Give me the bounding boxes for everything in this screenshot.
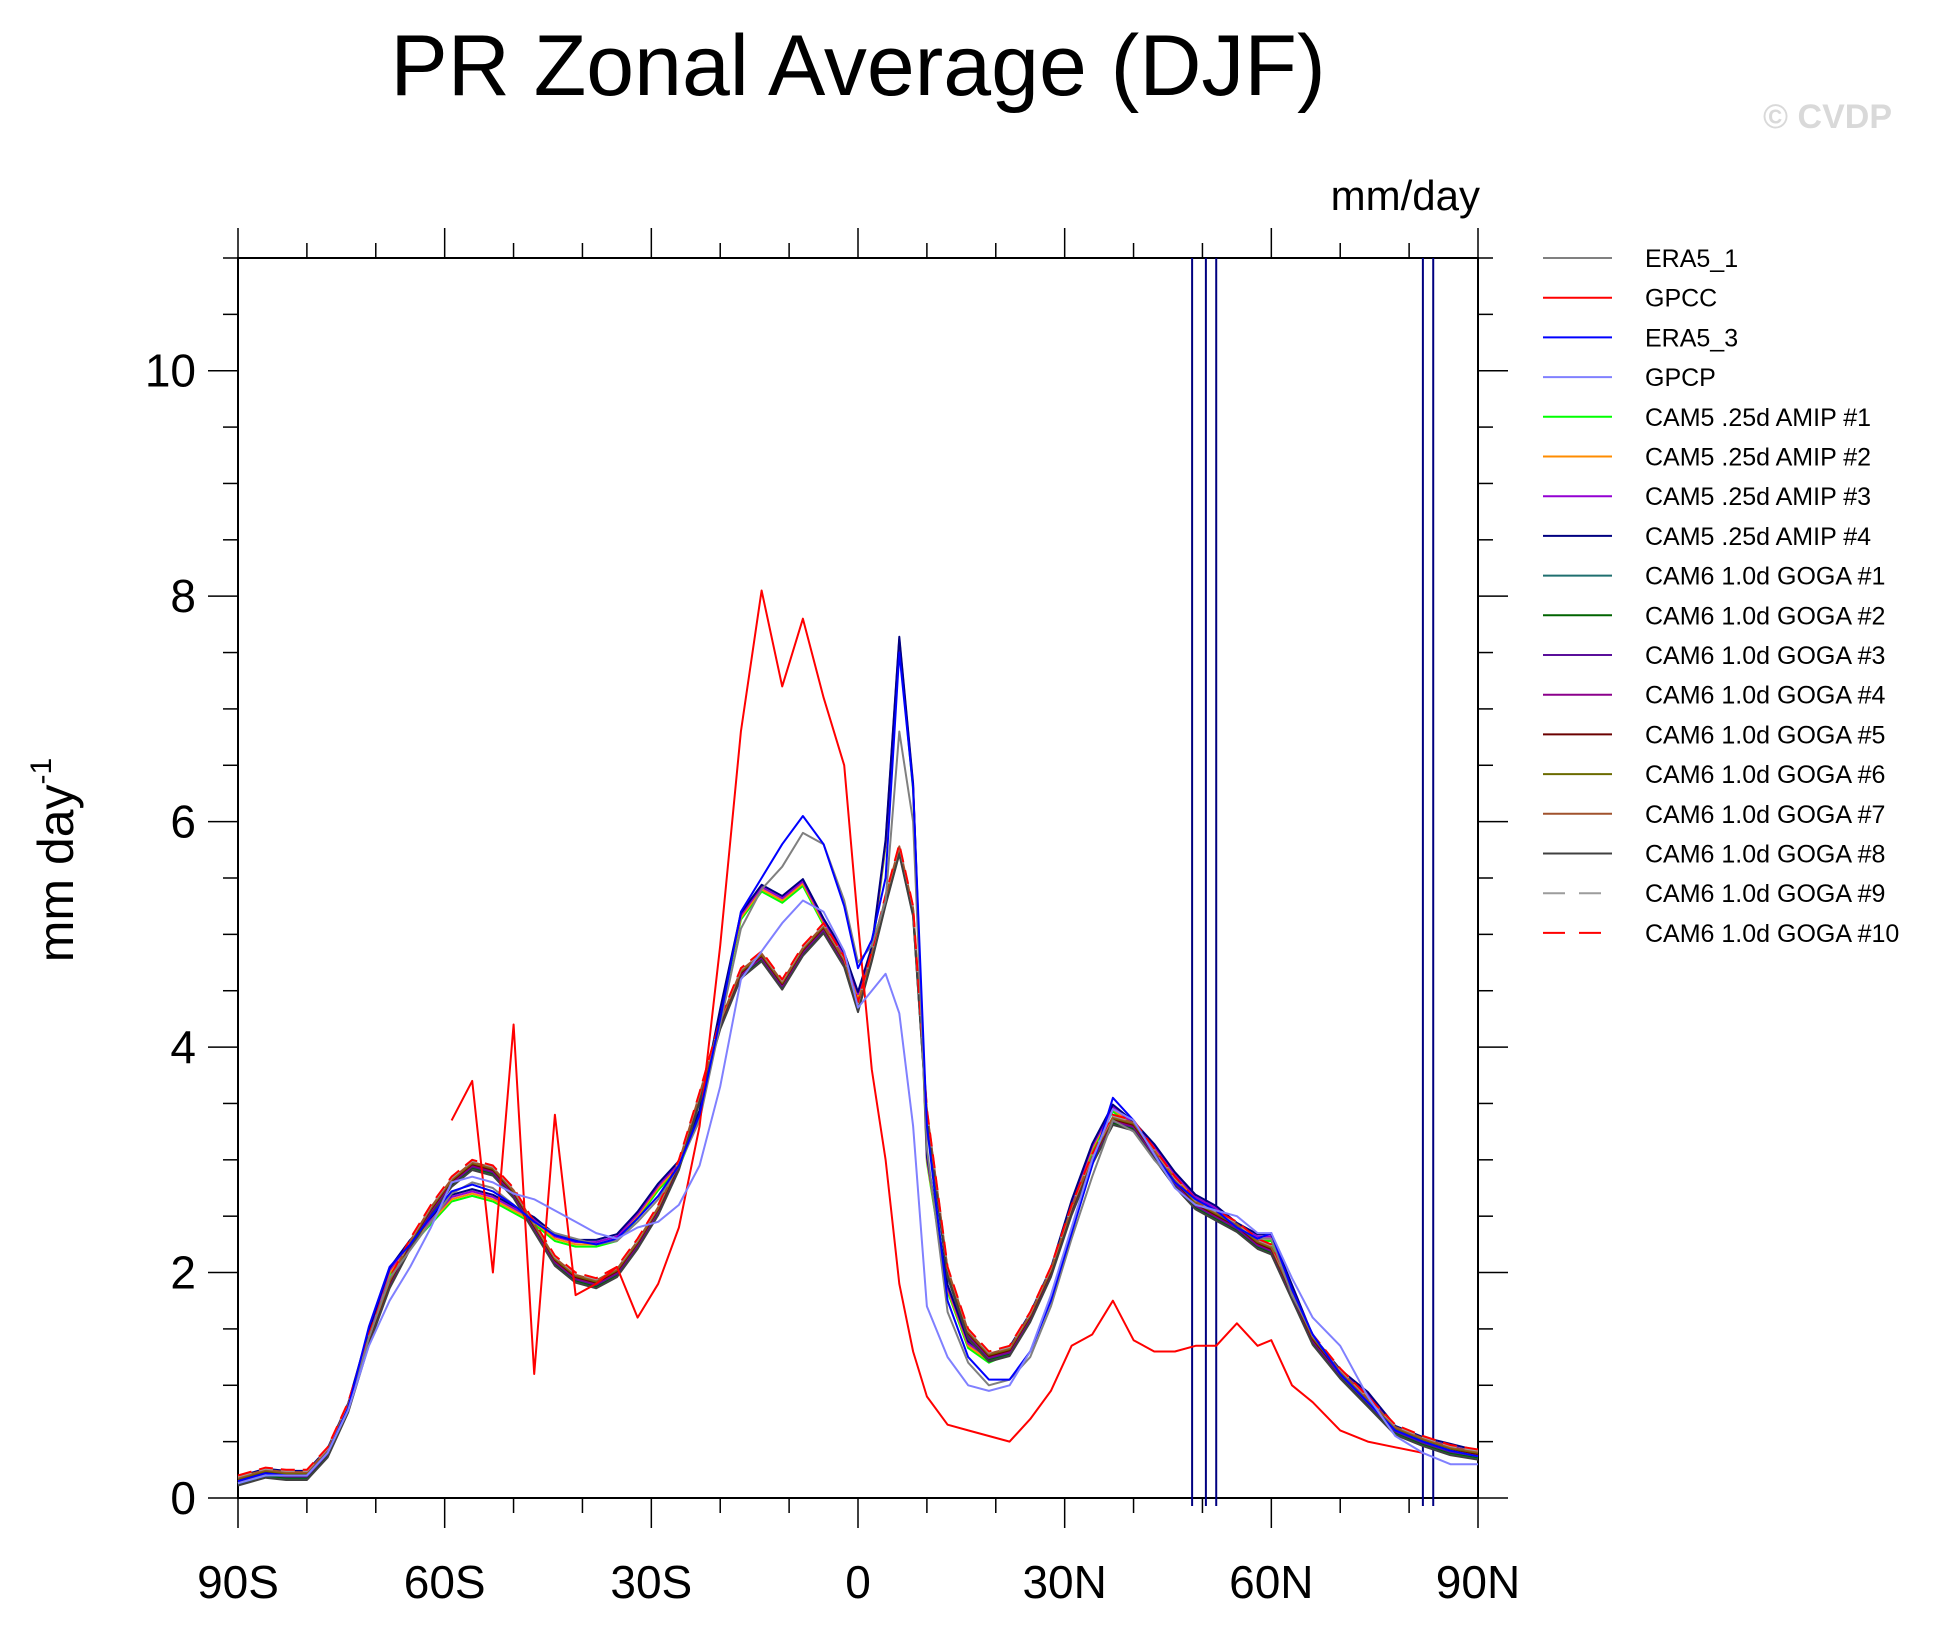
plot-area: 0 2 4 6 8 10 90S 60S 30S 0 30N 60N 90N — [145, 228, 1520, 1608]
series-line-gpcc — [450, 589, 1424, 1454]
series-line-cam6-1-0d-goga-2 — [237, 851, 1479, 1485]
series-line-cam5-25d-amip-4 — [237, 635, 1479, 1478]
legend-entry-label: CAM6 1.0d GOGA #3 — [1645, 642, 1885, 670]
legend-entry-label: ERA5_1 — [1645, 245, 1738, 273]
series-line-era5-3 — [237, 651, 1479, 1483]
plot-frame — [237, 257, 1479, 1499]
units-label: mm/day — [1331, 172, 1480, 219]
x-tick-label: 0 — [845, 1556, 871, 1608]
series-line-cam5-25d-amip-1 — [237, 642, 1479, 1485]
legend-entry-label: GPCP — [1645, 364, 1716, 392]
series-line-era5-1 — [237, 730, 1479, 1485]
x-tick-label: 60S — [404, 1556, 486, 1608]
y-axis-label-text: mm day — [28, 784, 84, 962]
y-tick-label: 2 — [170, 1247, 196, 1299]
x-tick-label: 30S — [610, 1556, 692, 1608]
legend-entry-label: CAM6 1.0d GOGA #6 — [1645, 761, 1885, 789]
chart-title: PR Zonal Average (DJF) — [390, 18, 1325, 114]
legend-entry-label: CAM6 1.0d GOGA #10 — [1645, 920, 1899, 948]
legend: ERA5_1 GPCC ERA5_3 GPCP CAM5 .25d AMIP #1 CAM… — [1543, 245, 1899, 948]
y-tick-label: 4 — [170, 1021, 196, 1073]
legend-entry-label: CAM5 .25d AMIP #1 — [1645, 404, 1871, 432]
y-tick-label: 0 — [170, 1472, 196, 1524]
series-line-cam6-1-0d-goga-10 — [237, 843, 1479, 1477]
legend-entry-label: CAM5 .25d AMIP #3 — [1645, 483, 1871, 511]
series-line-cam6-1-0d-goga-8 — [237, 853, 1479, 1487]
legend-entry-label: GPCC — [1645, 285, 1717, 313]
series-line-cam6-1-0d-goga-9 — [237, 844, 1479, 1478]
legend-entry-label: CAM6 1.0d GOGA #9 — [1645, 880, 1885, 908]
series-line-cam5-25d-amip-3 — [237, 638, 1479, 1480]
legend-entry-label: CAM6 1.0d GOGA #2 — [1645, 602, 1885, 630]
legend-entry-label: CAM6 1.0d GOGA #5 — [1645, 721, 1885, 749]
x-tick-label: 30N — [1022, 1556, 1106, 1608]
series-line-cam5-25d-amip-2 — [237, 640, 1479, 1483]
y-tick-label: 6 — [170, 796, 196, 848]
legend-entry-label: CAM5 .25d AMIP #4 — [1645, 523, 1871, 551]
series-line-cam6-1-0d-goga-1 — [237, 852, 1479, 1486]
y-tick-label: 8 — [170, 570, 196, 622]
legend-entry-label: CAM5 .25d AMIP #2 — [1645, 444, 1871, 472]
x-tick-label: 60N — [1229, 1556, 1313, 1608]
series-line-gpcp — [237, 899, 1478, 1485]
y-axis-label-superscript: -1 — [25, 758, 58, 785]
legend-entry-label: CAM6 1.0d GOGA #1 — [1645, 563, 1885, 591]
watermark: © CVDP — [1763, 98, 1892, 136]
y-tick-label: 10 — [145, 345, 196, 397]
legend-entry-label: CAM6 1.0d GOGA #7 — [1645, 801, 1885, 829]
x-tick-label: 90N — [1436, 1556, 1520, 1608]
legend-entry-label: CAM6 1.0d GOGA #8 — [1645, 841, 1885, 869]
x-tick-label: 90S — [197, 1556, 279, 1608]
legend-entry-label: ERA5_3 — [1645, 324, 1738, 352]
series-line-cam6-1-0d-goga-3 — [237, 849, 1479, 1484]
legend-entry-label: CAM6 1.0d GOGA #4 — [1645, 682, 1885, 710]
y-axis-label: mm day-1 — [25, 758, 84, 963]
